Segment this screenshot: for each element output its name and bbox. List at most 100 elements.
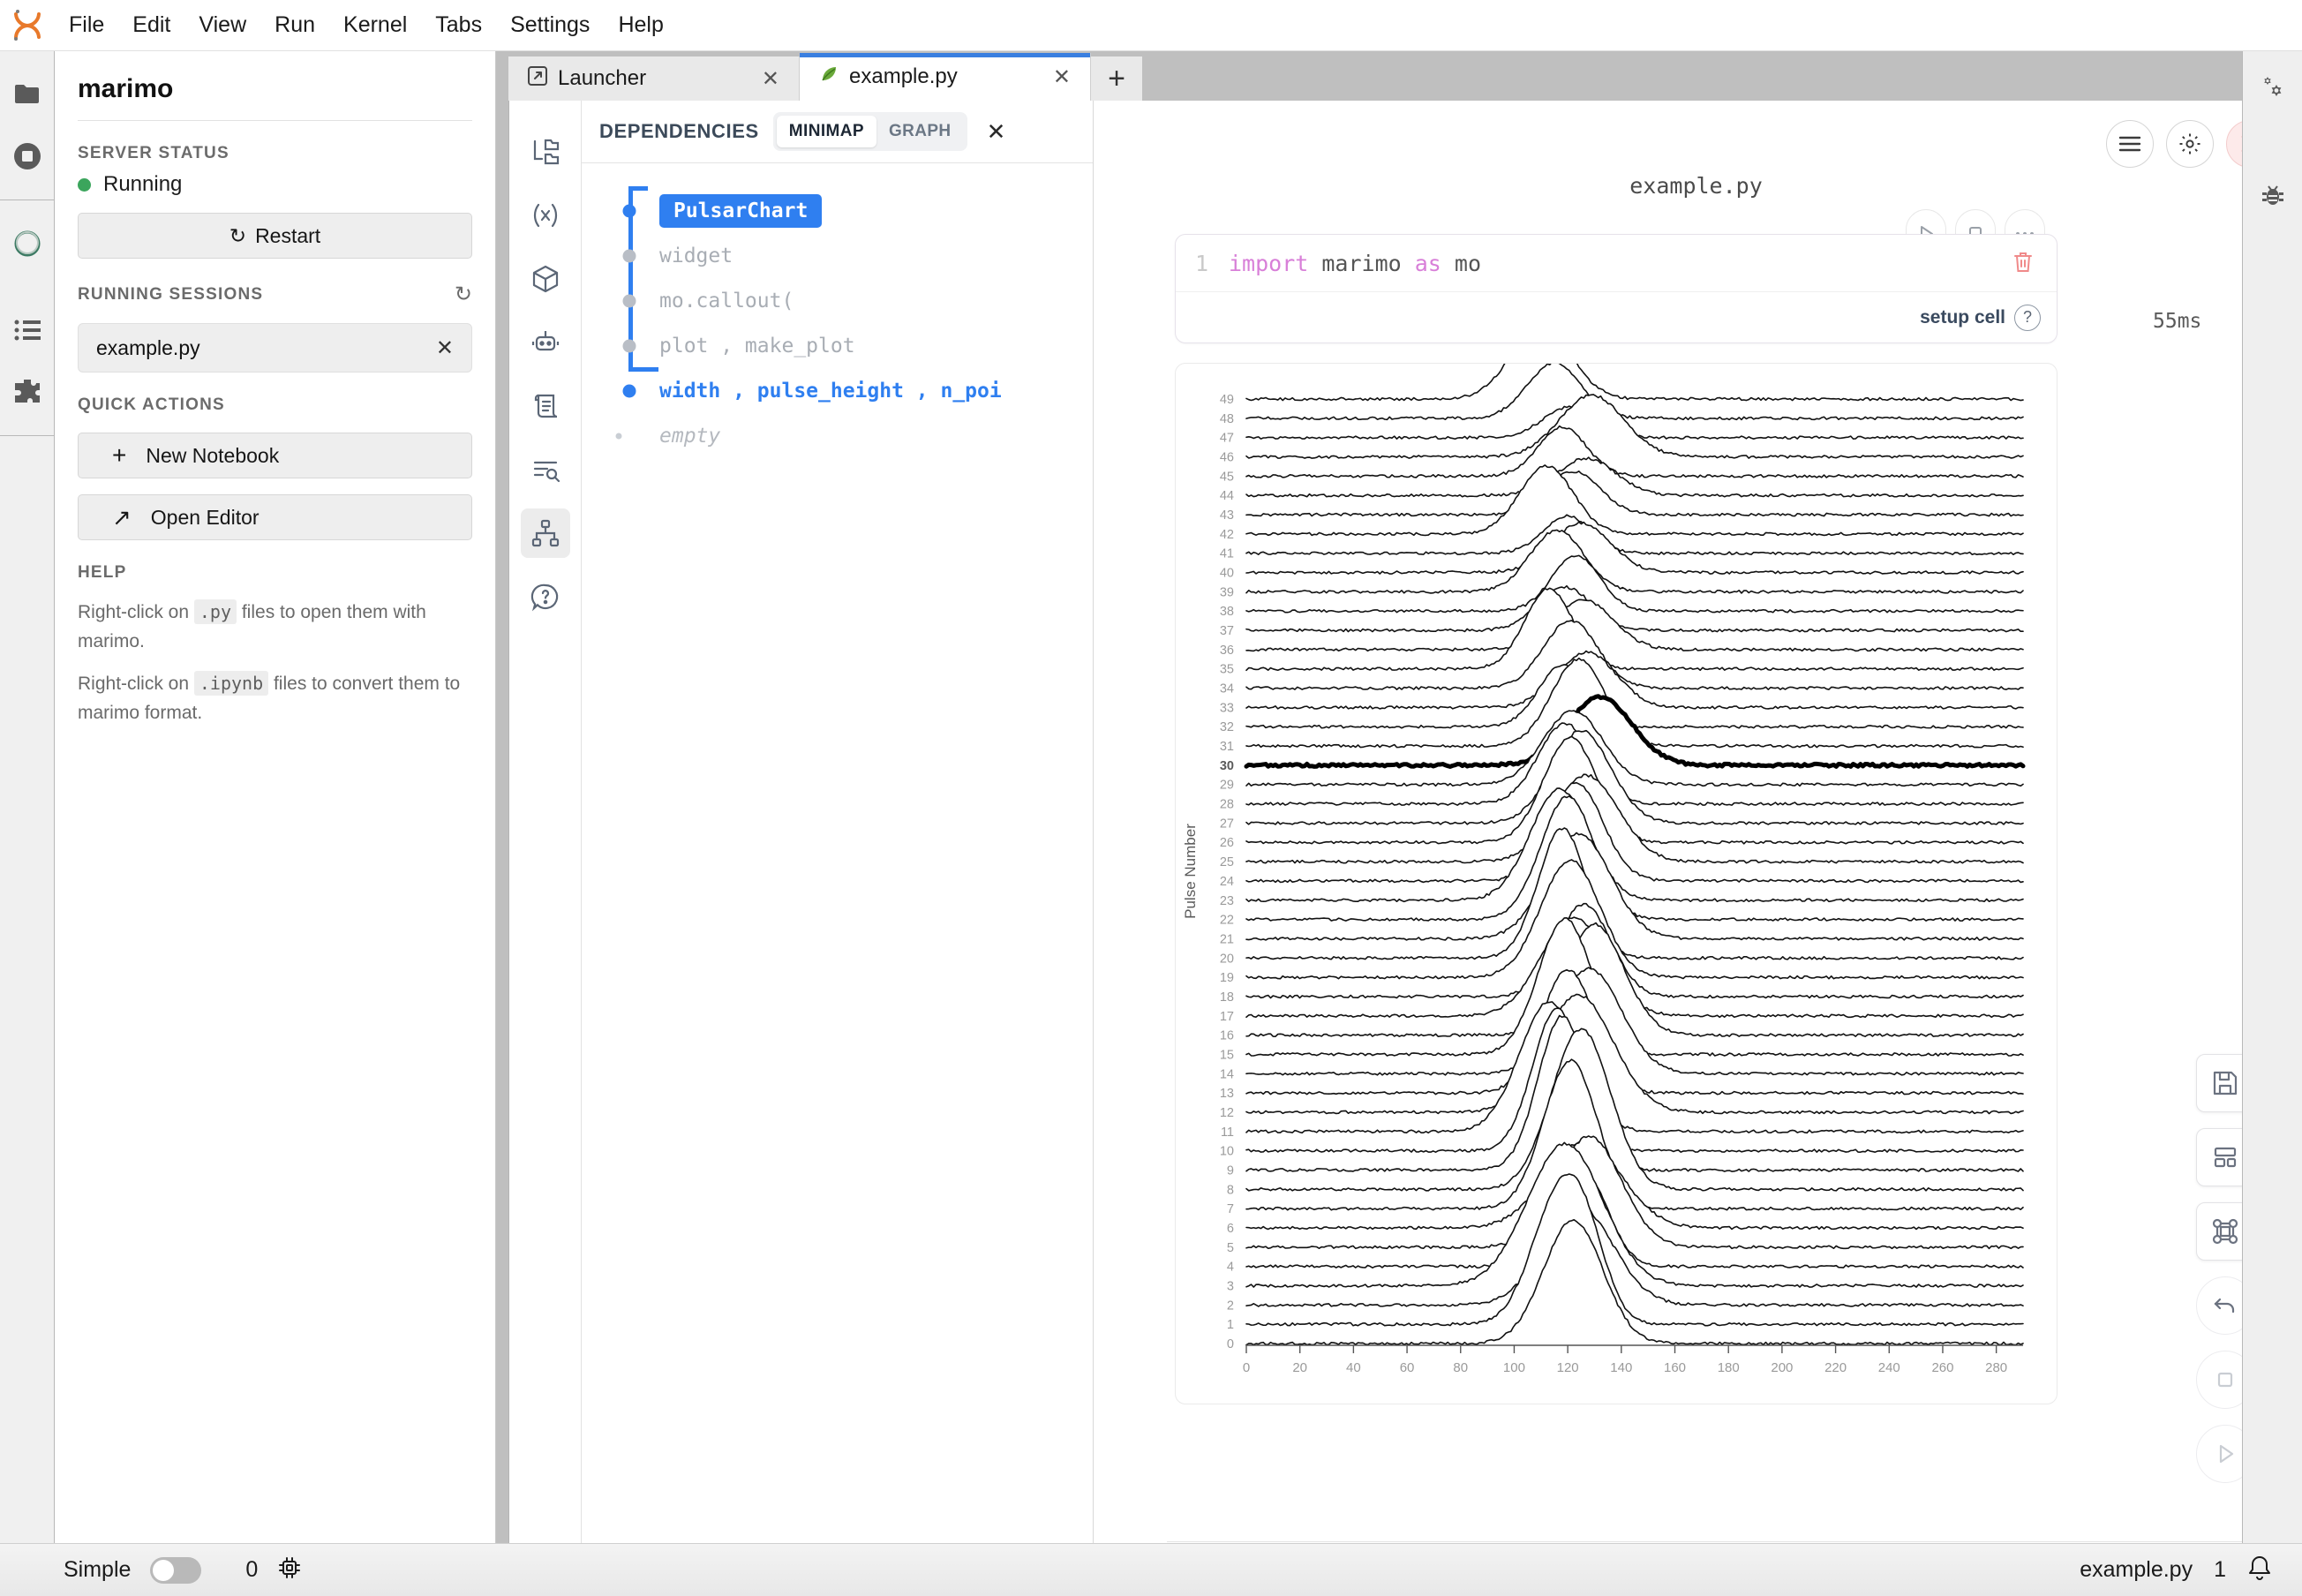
minimap-label: PulsarChart: [659, 193, 823, 228]
menu-kernel[interactable]: Kernel: [343, 12, 408, 37]
help-icon[interactable]: ?: [2014, 304, 2041, 331]
minimap-row[interactable]: widget: [582, 233, 1093, 278]
menu-edit[interactable]: Edit: [132, 12, 171, 37]
tab-graph[interactable]: GRAPH: [888, 122, 952, 140]
close-icon[interactable]: ✕: [986, 117, 1006, 145]
folder-icon[interactable]: [0, 64, 55, 125]
close-icon[interactable]: ✕: [435, 335, 454, 360]
minimap-label: widget: [659, 244, 733, 267]
menu-file[interactable]: File: [69, 12, 105, 37]
stop-circle-icon[interactable]: [0, 125, 55, 187]
puzzle-piece-icon[interactable]: [0, 361, 55, 423]
minimap-row[interactable]: width , pulse_height , n_poi: [582, 368, 1093, 413]
marimo-logo-icon[interactable]: [0, 9, 55, 42]
y-tick-label: 28: [1220, 798, 1234, 812]
server-status-row: Running: [55, 172, 495, 204]
pulse-trace: [1245, 529, 2024, 594]
help-chat-icon[interactable]: [509, 565, 582, 629]
plus-icon: +: [112, 441, 127, 469]
x-tick-label: 160: [1664, 1360, 1686, 1375]
open-editor-label: Open Editor: [150, 505, 260, 529]
open-editor-button[interactable]: ↗ Open Editor: [78, 494, 472, 540]
help-2-code: .ipynb: [193, 671, 269, 696]
cell-code-line[interactable]: 1 import marimo as mo: [1176, 235, 2057, 291]
minimap-node-icon: [622, 249, 636, 262]
mode-label: Simple: [64, 1557, 132, 1582]
minimap-row[interactable]: empty: [582, 413, 1093, 458]
robot-icon[interactable]: [509, 311, 582, 374]
help-paragraph-ipynb: Right-click on .ipynb files to convert t…: [78, 670, 472, 727]
refresh-icon[interactable]: ↻: [454, 282, 472, 306]
dependencies-title: DEPENDENCIES: [599, 120, 759, 142]
notebook-rail: [509, 101, 582, 1594]
scroll-document-icon[interactable]: [509, 374, 582, 438]
running-sessions-heading: RUNNING SESSIONS: [78, 284, 264, 304]
menu-settings[interactable]: Settings: [510, 12, 591, 37]
x-tick-label: 140: [1610, 1360, 1632, 1375]
list-icon[interactable]: [0, 299, 55, 361]
close-icon[interactable]: ✕: [761, 66, 779, 91]
menu-tabs[interactable]: Tabs: [435, 12, 483, 37]
code-cell[interactable]: 1 import marimo as mo setup cell ?: [1175, 234, 2058, 343]
tab-example-py[interactable]: example.py ✕: [800, 53, 1091, 101]
mode-toggle[interactable]: [150, 1556, 202, 1584]
pulse-trace: [1245, 514, 2024, 556]
arrow-up-right-icon: ↗: [112, 503, 132, 531]
menu-run[interactable]: Run: [275, 12, 316, 37]
pulse-trace: [1245, 729, 2024, 825]
right-activity-bar: [2242, 51, 2302, 1543]
kernel-ring-icon[interactable]: [0, 213, 55, 275]
tab-minimap[interactable]: MINIMAP: [776, 116, 876, 147]
restart-button[interactable]: ↻ Restart: [78, 213, 472, 259]
y-tick-label: 42: [1220, 528, 1234, 542]
new-tab-button[interactable]: +: [1091, 56, 1142, 101]
session-name: example.py: [96, 335, 200, 359]
cpu-taskbar-icon[interactable]: [277, 1555, 302, 1585]
search-outline-icon[interactable]: [509, 438, 582, 501]
tab-launcher[interactable]: Launcher ✕: [508, 56, 800, 101]
x-tick-label: 100: [1503, 1360, 1525, 1375]
y-tick-label: 13: [1220, 1087, 1234, 1101]
y-tick-label: 46: [1220, 451, 1234, 465]
debug-bug-icon[interactable]: [2243, 157, 2302, 233]
external-link-icon: [528, 65, 547, 92]
settings-gears-icon[interactable]: [2243, 51, 2302, 127]
pulse-trace: [1245, 620, 2024, 690]
minimap-row[interactable]: mo.callout(: [582, 278, 1093, 323]
y-tick-label: 25: [1220, 855, 1234, 870]
minimap-node-icon: [622, 384, 636, 397]
minimap-row[interactable]: PulsarChart: [582, 188, 1093, 233]
pulse-trace: [1245, 1001, 2024, 1134]
code-alias: mo: [1441, 250, 1481, 276]
minimap-connector-bottom: [628, 367, 658, 372]
y-tick-label: 21: [1220, 932, 1234, 946]
minimap-label: plot , make_plot: [659, 334, 855, 358]
pulse-trace: [1245, 584, 2024, 633]
y-tick-label: 27: [1220, 817, 1234, 831]
gear-icon[interactable]: [2166, 120, 2214, 168]
pulse-trace: [1245, 902, 2024, 999]
bell-icon[interactable]: [2247, 1555, 2272, 1585]
menu-help[interactable]: Help: [618, 12, 664, 37]
help-1-pre: Right-click on: [78, 602, 194, 622]
pulse-trace: [1245, 827, 2024, 960]
package-cube-icon[interactable]: [509, 247, 582, 311]
menu-view[interactable]: View: [199, 12, 247, 37]
pulse-trace: [1245, 1140, 2024, 1231]
dependency-graph-icon[interactable]: [509, 501, 582, 565]
close-icon[interactable]: ✕: [1052, 64, 1071, 89]
pulse-trace: [1245, 1153, 2024, 1269]
pulse-trace: [1244, 694, 2026, 769]
file-tree-icon[interactable]: [509, 120, 582, 184]
help-2-post: files to convert them to marimo format.: [78, 674, 461, 723]
y-tick-label: 33: [1220, 701, 1234, 715]
y-tick-label: 29: [1220, 779, 1234, 793]
delete-cell-icon[interactable]: [2012, 251, 2034, 279]
y-tick-label: 47: [1220, 432, 1234, 446]
minimap-row[interactable]: plot , make_plot: [582, 323, 1093, 368]
new-notebook-button[interactable]: + New Notebook: [78, 433, 472, 478]
session-item-example[interactable]: example.py ✕: [78, 323, 472, 373]
variables-icon[interactable]: [509, 184, 582, 247]
menu-hamburger-icon[interactable]: [2106, 120, 2154, 168]
